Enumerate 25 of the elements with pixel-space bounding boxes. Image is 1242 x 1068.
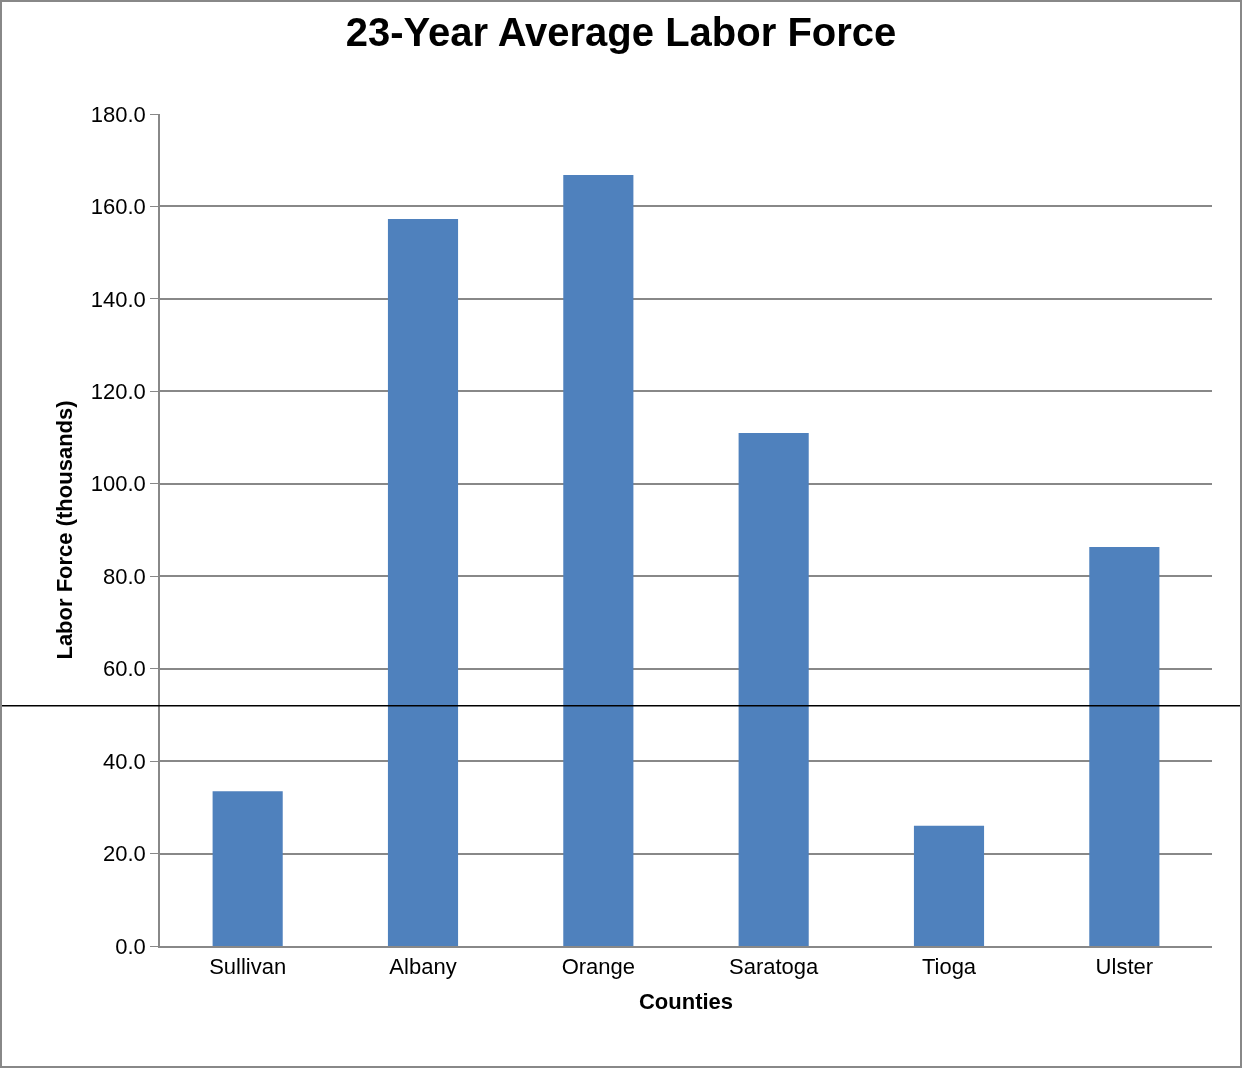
x-axis-title: Counties [638, 988, 734, 1014]
y-tick-label: 100.0 [90, 471, 146, 497]
x-tick-label: Sullivan [209, 954, 287, 980]
bar [387, 218, 459, 946]
bar [738, 432, 809, 946]
y-tick-label: 40.0 [103, 748, 146, 774]
x-tick-label: Tioga [921, 954, 977, 980]
x-tick-label: Albany [389, 954, 457, 980]
y-tick-label: 20.0 [103, 841, 146, 867]
y-tick-label: 140.0 [90, 286, 146, 312]
bar [1089, 547, 1160, 946]
y-tick-label: 120.0 [90, 379, 146, 405]
y-tick-label: 0.0 [115, 933, 146, 959]
y-tick-label: 80.0 [103, 563, 146, 589]
bar [563, 175, 634, 946]
y-axis-title: Labor Force (thousands) [52, 400, 78, 660]
bar [212, 791, 283, 946]
x-tick-label: Orange [561, 954, 636, 980]
bar [913, 825, 985, 946]
y-tick-label: 160.0 [90, 194, 146, 220]
chart-title: 23-Year Average Labor Force [345, 9, 897, 54]
y-tick-label: 60.0 [103, 656, 146, 682]
x-tick-label: Ulster [1095, 954, 1154, 980]
x-tick-label: Saratoga [729, 954, 820, 980]
y-tick-label: 180.0 [90, 101, 146, 127]
